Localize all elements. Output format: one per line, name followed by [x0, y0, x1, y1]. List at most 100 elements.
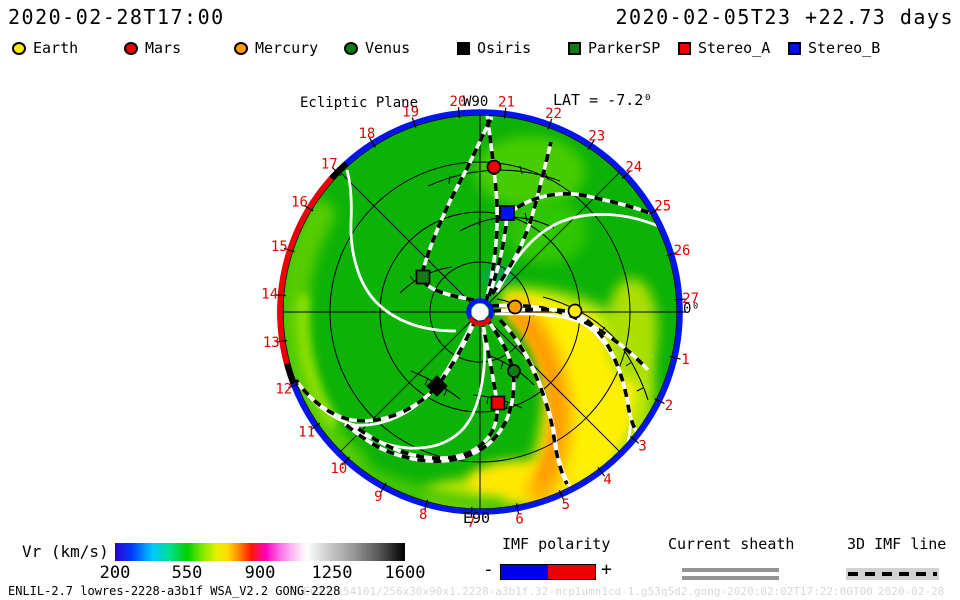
current-sheath-sample-line — [682, 568, 779, 572]
imf-negative-sign: - — [483, 559, 494, 580]
object-markers — [415, 159, 583, 411]
model-version-label: ENLIL-2.7 lowres-2228-a3b1f WSA_V2.2 GON… — [8, 584, 341, 598]
mars-marker-icon — [124, 41, 138, 55]
rim-label: 19 — [402, 105, 419, 121]
imf-mercury-earth — [490, 303, 650, 372]
imf-venus — [343, 316, 516, 463]
imf-positive-sign: + — [601, 559, 612, 580]
rim-label: 17 — [321, 156, 338, 172]
marker-osiris — [426, 375, 448, 397]
rim-tick — [674, 298, 686, 301]
rim-tick — [547, 118, 553, 130]
rim-tick — [669, 355, 681, 360]
legend-label: Mercury — [255, 39, 319, 57]
imf-polarity-sample — [500, 564, 596, 580]
legend-item-parkersp: ParkerSP — [568, 39, 660, 57]
earth-marker-icon — [12, 41, 26, 55]
colorbar-tick: 1250 — [311, 563, 353, 583]
rim-label: 16 — [291, 195, 308, 211]
trajectory-tick — [519, 165, 523, 175]
rim-label: 21 — [498, 95, 515, 111]
trajectory-tick — [478, 216, 481, 226]
colorbar-tick: 200 — [99, 563, 131, 583]
rim-tick — [332, 167, 342, 176]
sun-symbol — [466, 298, 494, 326]
dashed-line-icon — [848, 572, 937, 576]
marker-stereo_a — [490, 395, 506, 411]
imf-mars — [484, 112, 499, 303]
imf-earth-south — [492, 307, 644, 442]
trajectory-tick — [625, 361, 633, 367]
sun-disk — [471, 303, 489, 321]
field-region — [606, 278, 658, 382]
field-region — [352, 462, 508, 512]
rim-tick — [515, 503, 520, 515]
imf-polarity-legend-title: IMF polarity — [502, 535, 611, 553]
grid-spoke — [479, 311, 622, 454]
parkersp-marker-icon — [568, 41, 581, 55]
osiris-marker-icon — [457, 41, 470, 55]
stereo_a-marker-icon — [678, 41, 691, 55]
trajectory-tick — [443, 388, 448, 397]
imf3d-sample-line — [846, 568, 939, 580]
rim-label: 3 — [638, 438, 646, 454]
trajectory-tick — [448, 175, 451, 185]
rim-tick — [274, 294, 286, 297]
marker-parkersp — [415, 269, 431, 285]
e90-axis-label: E90 — [463, 509, 491, 527]
imf-stereo-b-under — [487, 192, 660, 297]
trajectory-tick — [544, 171, 549, 181]
mercury-marker-icon — [234, 41, 248, 55]
marker-earth — [567, 303, 583, 319]
marker-mars — [486, 159, 502, 175]
run-id-watermark: QUE0228154101/256x30x90x1.2228-a3b1f.32-… — [290, 585, 873, 598]
start-time-elapsed-label: 2020-02-05T23 +22.73 days — [615, 5, 954, 29]
rim-label: 5 — [562, 497, 570, 513]
marker-venus — [507, 364, 521, 378]
rim-tick — [597, 466, 606, 477]
stereo_b-marker-icon — [788, 41, 801, 55]
rim-label: 2 — [665, 398, 673, 414]
rim-label: 12 — [275, 382, 292, 398]
colorbar-tick: 1600 — [384, 563, 426, 583]
imf-negative-swatch — [501, 565, 548, 579]
rim-label: 26 — [674, 243, 691, 259]
imf-stream — [498, 318, 569, 485]
sun-polarity-red-arc — [468, 316, 492, 326]
trajectory-tick — [409, 275, 415, 282]
rim-tick — [380, 482, 387, 493]
legend-label: Mars — [145, 39, 182, 57]
rim-tick — [457, 107, 461, 119]
marker-mercury — [507, 299, 523, 315]
rim-tick — [303, 204, 314, 212]
sheath-bottom-left — [343, 331, 487, 450]
rim-tick — [629, 435, 640, 444]
field-region — [514, 312, 563, 484]
rim-label: 10 — [330, 461, 347, 477]
trajectory-tick — [424, 377, 429, 386]
current-sheath-legend-title: Current sheath — [668, 535, 795, 553]
trajectory-tick — [505, 401, 509, 410]
rim-tick — [310, 422, 321, 431]
rim-tick — [503, 107, 507, 119]
rim-tick — [369, 137, 377, 148]
rim-label: 6 — [515, 511, 523, 527]
latitude-label: LAT = -7.2⁰ — [553, 91, 653, 109]
rim-tick — [587, 140, 595, 150]
plot-title: Ecliptic Plane — [300, 95, 419, 111]
legend-label: Stereo_B — [808, 39, 881, 57]
rim-tick — [648, 208, 659, 216]
rim-label: 25 — [654, 199, 671, 215]
trajectory-tick — [524, 212, 528, 222]
rim-label: 18 — [359, 126, 376, 142]
rim-tick — [424, 499, 429, 511]
imf-parkersp — [419, 116, 494, 302]
legend-item-venus: Venus — [344, 39, 410, 57]
rim-label: 9 — [374, 489, 382, 505]
legend-label: Earth — [33, 39, 79, 57]
ring-polarity-arc — [284, 363, 296, 385]
ring-polarity-arc — [329, 161, 349, 181]
